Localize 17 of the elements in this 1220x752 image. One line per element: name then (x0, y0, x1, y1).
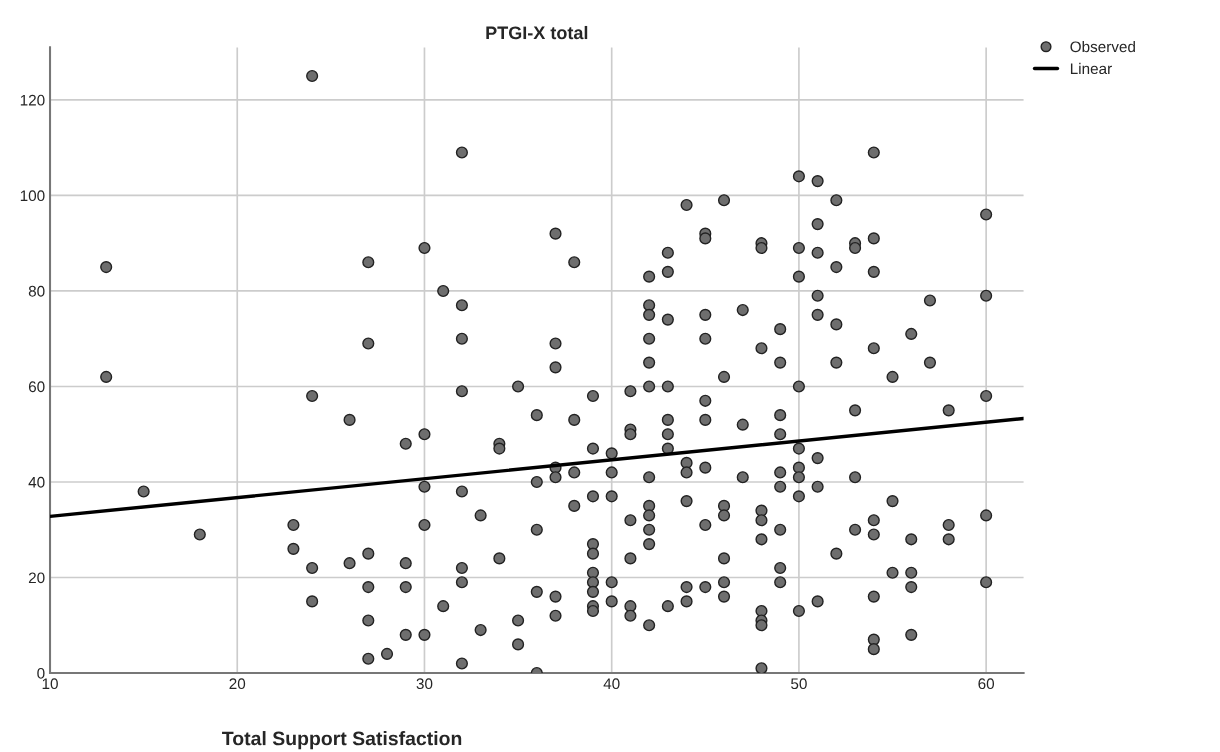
x-axis-title: Total Support Satisfaction (222, 731, 462, 750)
y-tick-label: 120 (20, 94, 45, 106)
y-tick-label: 40 (28, 476, 45, 488)
y-tick-label: 80 (28, 285, 45, 297)
legend-label: Observed (1070, 40, 1135, 53)
chart-title: PTGI-X total (486, 25, 588, 40)
x-tick-label: 60 (978, 678, 995, 690)
x-tick-label: 10 (42, 678, 58, 690)
x-tick-label: 50 (791, 678, 807, 690)
legend-label: Linear (1070, 62, 1112, 75)
y-tick-label: 60 (28, 381, 45, 393)
x-tick-label: 30 (416, 678, 433, 690)
y-tick-label: 100 (20, 190, 45, 202)
y-tick-label: 0 (37, 667, 45, 679)
x-tick-label: 40 (603, 678, 620, 690)
x-tick-label: 20 (229, 678, 246, 690)
y-tick-label: 20 (28, 572, 45, 584)
